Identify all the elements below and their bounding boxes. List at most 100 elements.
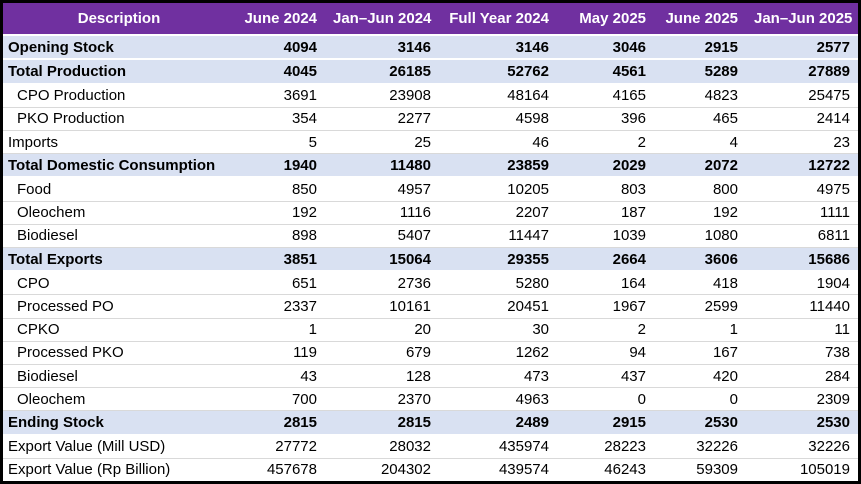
value-cell: 2309 <box>746 387 858 412</box>
row-label: Oleochem <box>3 387 235 412</box>
value-cell: 2 <box>557 318 654 342</box>
value-cell: 2072 <box>654 153 746 179</box>
value-cell: 4094 <box>235 35 325 61</box>
value-cell: 437 <box>557 364 654 389</box>
table-row: Export Value (Rp Billion) 457678 204302 439… <box>3 458 858 481</box>
table-row: Food 850 4957 10205 803 800 4975 <box>3 177 858 202</box>
table-row: CPO Production 3691 23908 48164 4165 4823 2547… <box>3 83 858 108</box>
table-row: Processed PKO 119 679 1262 94 167 738 <box>3 341 858 365</box>
column-header: June 2025 <box>654 3 746 36</box>
value-cell: 679 <box>325 341 439 365</box>
value-cell: 3851 <box>235 247 325 273</box>
table-row: Oleochem 700 2370 4963 0 0 2309 <box>3 387 858 412</box>
row-label: CPO <box>3 271 235 296</box>
value-cell: 1080 <box>654 224 746 248</box>
value-cell: 2815 <box>235 410 325 436</box>
value-cell: 105019 <box>799 461 850 479</box>
row-label: PKO Production <box>3 107 235 131</box>
table-row: Processed PO 2337 10161 20451 1967 2599 11440 <box>3 294 858 319</box>
value-cell: 192 <box>654 201 746 225</box>
value-cell: 435974 <box>439 434 557 459</box>
value-cell: 187 <box>557 201 654 225</box>
value-cell: 284 <box>746 364 858 389</box>
value-cell: 119 <box>235 341 325 365</box>
row-label: Processed PKO <box>3 341 235 365</box>
column-header: Jan–Jun 2024 <box>325 3 439 36</box>
value-cell: 164 <box>557 271 654 296</box>
value-cell: 32226 <box>746 434 858 459</box>
value-cell: 5 <box>235 130 325 155</box>
value-cell: 800 <box>654 177 746 202</box>
value-cell: 11447 <box>439 224 557 248</box>
value-cell: 27889 <box>746 59 858 85</box>
table-row: Opening Stock 4094 3146 3146 3046 2915 2577 <box>3 35 858 61</box>
value-cell: 43 <box>235 364 325 389</box>
row-label: Total Production <box>3 59 235 85</box>
table-row: Ending Stock 2815 2815 2489 2915 2530 2530 <box>3 410 858 436</box>
value-cell: 28223 <box>557 434 654 459</box>
value-cell: 4975 <box>746 177 858 202</box>
value-cell: 4823 <box>654 83 746 108</box>
value-cell: 2207 <box>439 201 557 225</box>
data-table: Description June 2024 Jan–Jun 2024 Full Yea… <box>3 3 858 481</box>
value-cell: 28032 <box>325 434 439 459</box>
value-cell: 3146 <box>439 35 557 61</box>
value-cell: 2414 <box>746 107 858 131</box>
value-cell: 94 <box>557 341 654 365</box>
value-cell: 1262 <box>439 341 557 365</box>
value-cell: 11440 <box>746 294 858 319</box>
value-cell: 396 <box>557 107 654 131</box>
value-cell: 439574 <box>498 461 549 479</box>
value-cell: 898 <box>235 224 325 248</box>
row-label: Biodiesel <box>3 364 235 389</box>
value-cell: 418 <box>654 271 746 296</box>
value-cell: 0 <box>654 387 746 412</box>
value-cell: 1111 <box>746 201 858 225</box>
value-cell: 457678 <box>266 461 317 479</box>
value-cell: 167 <box>654 341 746 365</box>
value-cell: 2277 <box>325 107 439 131</box>
value-cell: 2 <box>557 130 654 155</box>
value-cell: 5280 <box>439 271 557 296</box>
value-cell: 5289 <box>654 59 746 85</box>
column-header: Jan–Jun 2025 <box>746 3 858 36</box>
row-label: Imports <box>3 130 235 155</box>
row-label: Ending Stock <box>3 410 235 436</box>
value-cell: 2599 <box>654 294 746 319</box>
value-cell: 3046 <box>557 35 654 61</box>
value-cell: 10161 <box>325 294 439 319</box>
table-row: Biodiesel 898 5407 11447 1039 1080 6811 <box>3 224 858 248</box>
row-label: CPKO <box>3 318 235 342</box>
column-header: Description <box>3 3 235 36</box>
value-cell: 6811 <box>746 224 858 248</box>
value-cell: 32226 <box>654 434 746 459</box>
value-cell: 25 <box>325 130 439 155</box>
value-cell: 59309 <box>696 461 738 479</box>
value-cell: 850 <box>235 177 325 202</box>
value-cell: 25475 <box>746 83 858 108</box>
value-cell: 1116 <box>325 201 439 225</box>
row-label: Opening Stock <box>3 35 235 61</box>
value-cell: 4598 <box>439 107 557 131</box>
row-label: Oleochem <box>3 201 235 225</box>
value-cell: 2664 <box>557 247 654 273</box>
table-row: Total Production 4045 26185 52762 4561 5289 27… <box>3 59 858 85</box>
value-cell: 204302 <box>380 461 431 479</box>
value-cell: 5407 <box>325 224 439 248</box>
value-cell: 2530 <box>746 410 858 436</box>
value-cell: 23908 <box>325 83 439 108</box>
value-cell: 2530 <box>654 410 746 436</box>
value-cell: 3691 <box>235 83 325 108</box>
value-cell: 2736 <box>325 271 439 296</box>
value-cell: 29355 <box>439 247 557 273</box>
table-row: PKO Production 354 2277 4598 396 465 2414 <box>3 107 858 131</box>
value-cell: 651 <box>235 271 325 296</box>
value-cell: 4045 <box>235 59 325 85</box>
value-cell: 20 <box>325 318 439 342</box>
value-cell: 12722 <box>746 153 858 179</box>
value-cell: 803 <box>557 177 654 202</box>
value-cell: 738 <box>746 341 858 365</box>
value-cell: 700 <box>235 387 325 412</box>
value-cell: 20451 <box>439 294 557 319</box>
table-row: CPKO 1 20 30 2 1 11 <box>3 318 858 342</box>
